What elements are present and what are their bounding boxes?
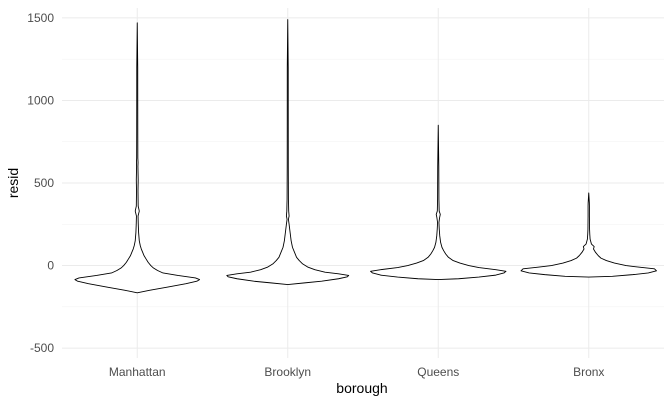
y-tick-label: 1000 [27, 93, 54, 107]
y-tick-label: 500 [34, 176, 54, 190]
y-tick-label: -500 [30, 341, 54, 355]
y-axis-title: resid [5, 168, 21, 198]
x-tick-label: Bronx [573, 365, 604, 379]
x-tick-label: Brooklyn [264, 365, 311, 379]
x-axis-ticks: Manhattan Brooklyn Queens Bronx [109, 365, 605, 379]
x-tick-label: Queens [417, 365, 459, 379]
violin-brooklyn [226, 19, 350, 285]
x-axis-title: borough [336, 380, 387, 396]
x-tick-label: Manhattan [109, 365, 166, 379]
violin-bronx [520, 192, 657, 278]
violin-series [74, 19, 657, 294]
y-axis-ticks: -500 0 500 1000 1500 [27, 11, 54, 355]
y-tick-label: 0 [47, 259, 54, 273]
violin-manhattan [74, 22, 201, 294]
y-tick-label: 1500 [27, 11, 54, 25]
violin-queens [370, 124, 507, 281]
plot-grid [62, 8, 664, 358]
